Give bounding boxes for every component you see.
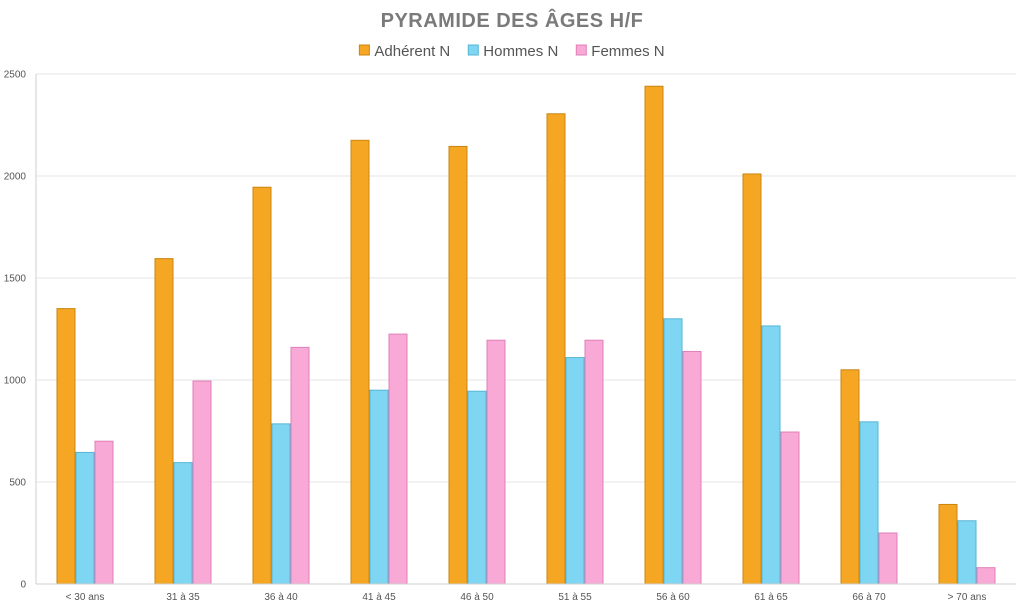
bar-hommes-n-0 [75, 451, 95, 585]
legend: Adhérent N Hommes N Femmes N [358, 43, 665, 60]
x-tick-label: 66 à 70 [852, 592, 886, 603]
bar-adh-rent-n-7 [742, 173, 762, 585]
chart-title: PYRAMIDE DES ÂGES H/F [381, 8, 644, 32]
bar-femmes-n-6 [682, 350, 702, 585]
bar-adh-rent-n-3 [350, 139, 370, 585]
bar-hommes-n-8 [859, 421, 879, 585]
bar-adh-rent-n-5 [546, 113, 566, 585]
legend-swatch [358, 44, 370, 56]
y-tick-label: 2500 [4, 70, 27, 81]
x-tick-label: 61 à 65 [754, 592, 788, 603]
bar-adh-rent-n-2 [252, 186, 272, 585]
bar-femmes-n-2 [290, 346, 310, 585]
bar-adh-rent-n-0 [56, 308, 76, 585]
legend-label: Hommes N [483, 43, 558, 60]
bar-femmes-n-4 [486, 339, 506, 585]
bar-femmes-n-9 [976, 567, 996, 585]
bar-adh-rent-n-4 [448, 145, 468, 585]
x-tick-label: 51 à 55 [558, 592, 592, 603]
y-tick-label: 1500 [4, 274, 27, 285]
legend-label: Adhérent N [374, 43, 450, 60]
bar-hommes-n-1 [173, 462, 193, 585]
bar-hommes-n-3 [369, 389, 389, 585]
gridlines [36, 73, 1016, 483]
x-tick-label: 41 à 45 [362, 592, 396, 603]
bar-hommes-n-2 [271, 423, 291, 585]
legend-label: Femmes N [591, 43, 664, 60]
bar-hommes-n-7 [761, 325, 781, 585]
bar-adh-rent-n-9 [938, 503, 958, 585]
x-tick-label: 36 à 40 [264, 592, 298, 603]
bar-adh-rent-n-1 [154, 258, 174, 585]
bar-hommes-n-9 [957, 520, 977, 585]
x-tick-label: 31 à 35 [166, 592, 200, 603]
bar-hommes-n-4 [467, 390, 487, 585]
bar-femmes-n-8 [878, 532, 898, 585]
y-tick-label: 1000 [4, 376, 27, 387]
x-tick-label: > 70 ans [948, 592, 987, 603]
bar-femmes-n-3 [388, 333, 408, 585]
bar-femmes-n-5 [584, 339, 604, 585]
y-axis: 0 500 1000 1500 2000 2500 [4, 70, 37, 591]
bar-femmes-n-7 [780, 431, 800, 585]
x-tick-label: 56 à 60 [656, 592, 690, 603]
legend-swatch [575, 44, 587, 56]
x-tick-label: < 30 ans [66, 592, 105, 603]
bar-adh-rent-n-6 [644, 85, 664, 585]
x-axis: < 30 ans 31 à 35 36 à 40 41 à 45 46 à 50 51 à… [36, 583, 1016, 603]
bar-hommes-n-5 [565, 357, 585, 585]
y-tick-label: 2000 [4, 172, 27, 183]
bar-femmes-n-1 [192, 380, 212, 585]
bar-adh-rent-n-8 [840, 369, 860, 585]
y-tick-label: 500 [9, 478, 26, 489]
bar-hommes-n-6 [663, 318, 683, 585]
x-tick-label: 46 à 50 [460, 592, 494, 603]
legend-swatch [467, 44, 479, 56]
bars [56, 85, 996, 585]
y-tick-label: 0 [20, 580, 26, 591]
bar-femmes-n-0 [94, 440, 114, 585]
